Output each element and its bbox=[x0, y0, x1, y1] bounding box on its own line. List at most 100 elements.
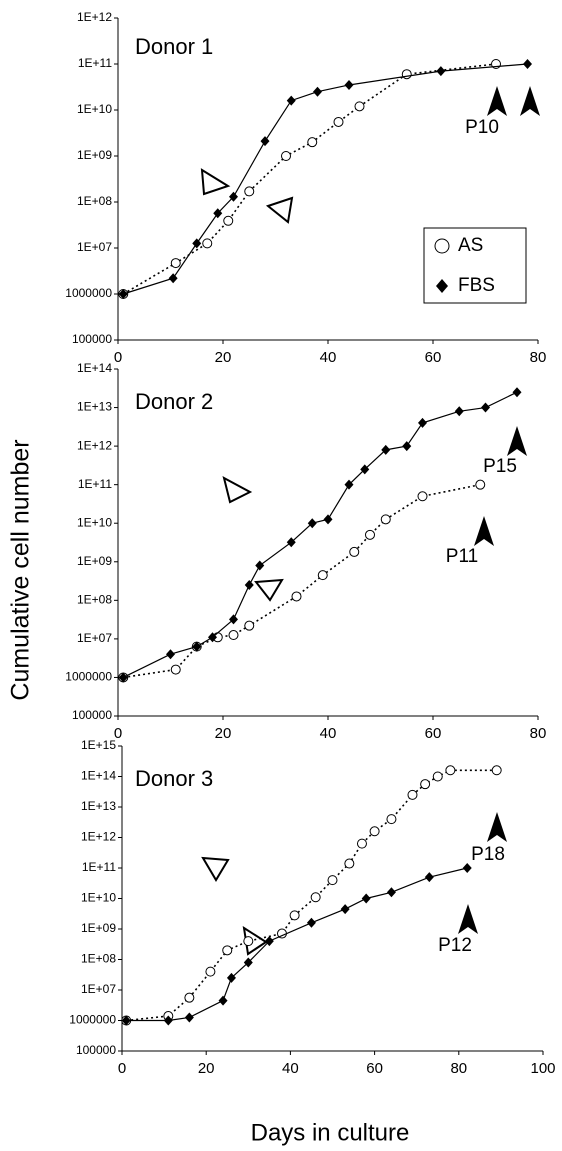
marker bbox=[228, 630, 239, 641]
marker bbox=[349, 546, 360, 557]
y-tick-label: 1E+14 bbox=[77, 361, 112, 375]
y-tick-label: 1E+07 bbox=[77, 631, 112, 645]
y-tick-label: 1E+08 bbox=[81, 952, 116, 966]
legend-label: AS bbox=[458, 235, 483, 256]
marker bbox=[243, 957, 253, 968]
y-tick-label: 100000 bbox=[76, 1043, 116, 1057]
y-tick-label: 1E+11 bbox=[82, 860, 116, 874]
marker bbox=[213, 208, 223, 219]
marker bbox=[424, 872, 434, 883]
marker bbox=[344, 479, 354, 490]
marker bbox=[354, 101, 365, 112]
arrowhead bbox=[520, 86, 540, 116]
y-tick-label: 1E+15 bbox=[81, 738, 116, 752]
marker bbox=[208, 632, 217, 643]
marker bbox=[307, 137, 318, 148]
y-tick-label: 1E+12 bbox=[77, 10, 112, 24]
open-triangle bbox=[254, 578, 284, 602]
marker bbox=[223, 215, 234, 226]
marker bbox=[244, 579, 254, 590]
marker bbox=[445, 765, 456, 776]
marker bbox=[170, 664, 181, 675]
marker bbox=[436, 66, 446, 77]
marker bbox=[286, 95, 296, 106]
y-tick-label: 1E+11 bbox=[78, 477, 112, 491]
marker bbox=[226, 972, 236, 983]
marker bbox=[454, 406, 464, 417]
arrowhead bbox=[458, 904, 478, 934]
marker bbox=[360, 464, 370, 475]
y-tick-label: 100000 bbox=[72, 708, 112, 722]
x-tick-label: 40 bbox=[320, 349, 337, 366]
x-tick-label: 80 bbox=[450, 1060, 467, 1077]
x-tick-label: 80 bbox=[530, 725, 547, 742]
marker bbox=[229, 191, 238, 202]
x-tick-label: 40 bbox=[282, 1060, 299, 1077]
x-tick-label: 60 bbox=[425, 349, 442, 366]
passage-label: P18 bbox=[471, 844, 505, 865]
marker bbox=[307, 518, 317, 529]
marker bbox=[289, 910, 300, 921]
panel-title: Donor 3 bbox=[135, 766, 213, 791]
marker bbox=[168, 273, 178, 284]
marker bbox=[365, 529, 375, 540]
marker bbox=[417, 491, 428, 502]
marker bbox=[333, 116, 344, 127]
marker bbox=[344, 858, 355, 869]
x-tick-label: 20 bbox=[198, 1060, 215, 1077]
x-tick-label: 60 bbox=[425, 725, 442, 742]
series-line bbox=[122, 391, 518, 678]
marker bbox=[401, 69, 412, 80]
marker bbox=[243, 936, 254, 947]
marker bbox=[255, 560, 265, 571]
marker bbox=[327, 875, 338, 886]
marker bbox=[323, 514, 333, 525]
y-tick-label: 1E+07 bbox=[77, 240, 112, 254]
arrowhead bbox=[487, 86, 507, 116]
marker bbox=[313, 86, 322, 97]
passage-label: P10 bbox=[465, 117, 499, 138]
x-axis-label: Days in culture bbox=[251, 1119, 410, 1146]
legend-marker bbox=[434, 238, 450, 254]
marker bbox=[310, 892, 321, 903]
y-tick-label: 1E+13 bbox=[77, 400, 112, 414]
arrowhead bbox=[507, 426, 527, 456]
marker bbox=[121, 1015, 131, 1026]
y-tick-label: 1E+12 bbox=[81, 830, 116, 844]
marker bbox=[462, 863, 472, 873]
marker bbox=[386, 814, 397, 825]
y-axis-label: Cumulative cell number bbox=[7, 439, 35, 700]
panel-title: Donor 1 bbox=[135, 34, 213, 59]
marker bbox=[402, 441, 412, 452]
marker bbox=[264, 936, 274, 947]
y-tick-label: 1E+08 bbox=[77, 194, 112, 208]
x-tick-label: 0 bbox=[114, 725, 122, 742]
y-tick-label: 1E+10 bbox=[77, 515, 112, 529]
marker bbox=[407, 789, 418, 800]
marker bbox=[286, 537, 296, 548]
marker bbox=[381, 444, 391, 455]
x-tick-label: 40 bbox=[320, 725, 337, 742]
y-tick-label: 1E+09 bbox=[77, 148, 112, 162]
y-tick-label: 1E+09 bbox=[81, 921, 116, 935]
marker bbox=[260, 136, 270, 147]
marker bbox=[356, 838, 367, 849]
marker bbox=[361, 893, 371, 904]
x-tick-label: 0 bbox=[114, 349, 122, 366]
marker bbox=[481, 402, 490, 413]
x-tick-label: 80 bbox=[530, 349, 547, 366]
legend-label: FBS bbox=[458, 275, 495, 296]
y-tick-label: 1000000 bbox=[69, 1013, 116, 1027]
marker bbox=[491, 765, 502, 776]
marker bbox=[418, 417, 427, 428]
series-line bbox=[126, 867, 468, 1022]
marker bbox=[317, 570, 328, 581]
passage-label: P12 bbox=[438, 935, 472, 956]
y-tick-label: 1E+07 bbox=[81, 982, 116, 996]
x-tick-label: 60 bbox=[366, 1060, 383, 1077]
x-tick-label: 100 bbox=[530, 1060, 555, 1077]
marker bbox=[218, 995, 228, 1006]
passage-label: P11 bbox=[446, 546, 478, 567]
marker bbox=[344, 79, 354, 90]
